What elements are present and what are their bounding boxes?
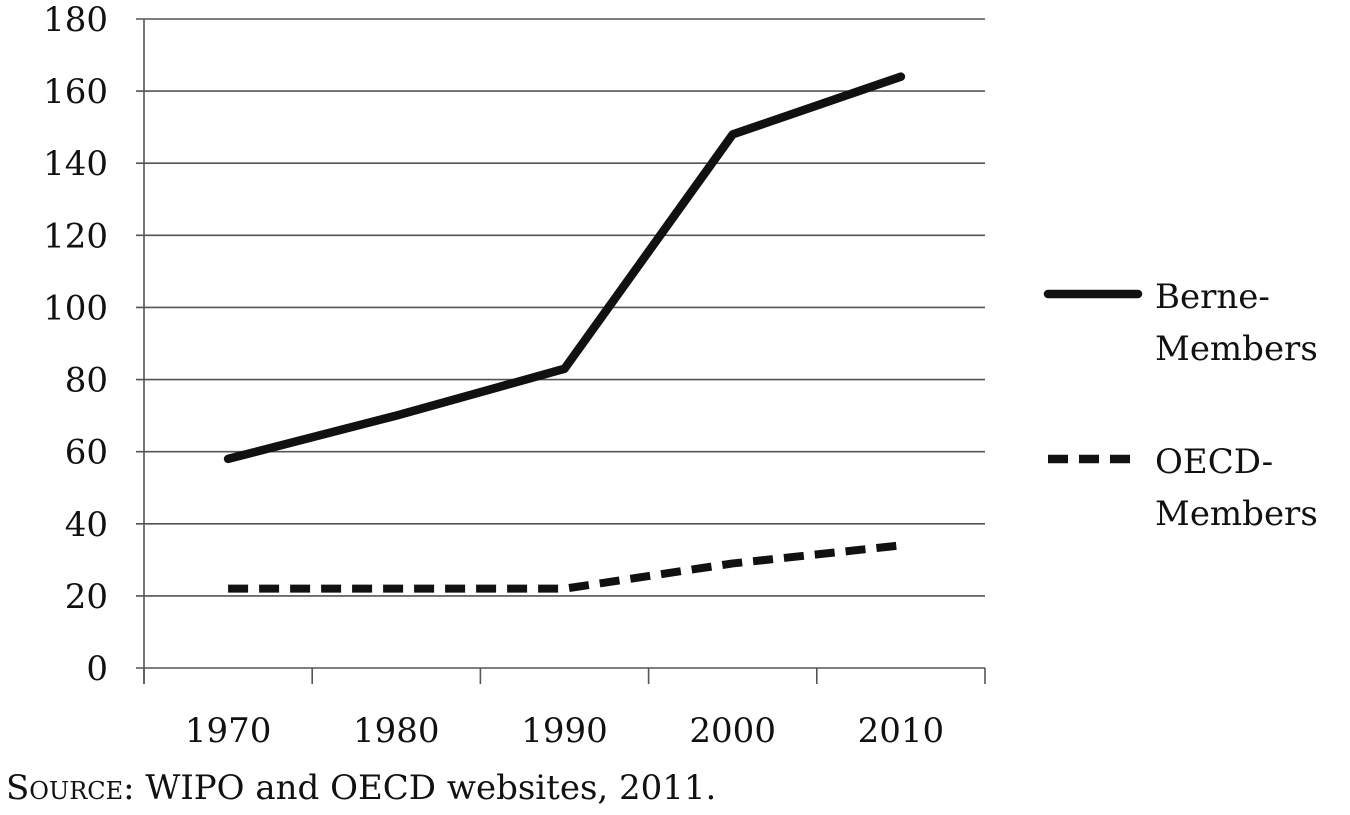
- y-tick-label: 100: [43, 288, 108, 328]
- series-line-oecd-members: [228, 541, 902, 593]
- data-point: [225, 456, 231, 462]
- series-lines: [223, 72, 906, 593]
- series-line-berne-members: [223, 72, 906, 464]
- source-note: Source: WIPO and OECD websites, 2011.: [6, 768, 716, 808]
- source-text: : WIPO and OECD websites, 2011.: [123, 768, 717, 808]
- legend-label: Berne-: [1155, 277, 1270, 317]
- y-tick-label: 20: [65, 577, 108, 617]
- data-point: [730, 560, 736, 566]
- axes: 0 20 40 60 80 100 120 140 160 180 1970 1980 1990 2000…: [43, 0, 986, 751]
- x-tick-label-1990: 1990: [521, 711, 608, 751]
- y-tick-label: 0: [86, 649, 108, 689]
- y-tick-label: 160: [43, 72, 108, 112]
- y-tick-label: 140: [43, 144, 108, 184]
- data-point: [225, 586, 231, 592]
- data-point: [562, 586, 568, 592]
- data-point: [562, 366, 568, 372]
- gridlines: [136, 18, 985, 669]
- legend: Berne- Members OECD- Members: [1043, 277, 1318, 534]
- y-tick-label: 180: [43, 0, 108, 40]
- x-tick-label-2010: 2010: [858, 711, 945, 751]
- legend-label: Members: [1155, 329, 1318, 369]
- y-tick-label: 120: [43, 216, 108, 256]
- y-tick-label: 40: [65, 505, 108, 545]
- legend-label: OECD-: [1155, 442, 1273, 482]
- source-prefix: Source: [6, 768, 124, 808]
- legend-label: Members: [1155, 494, 1318, 534]
- x-tick-label-1970: 1970: [185, 711, 272, 751]
- data-point: [730, 131, 736, 137]
- x-tick-label-1980: 1980: [353, 711, 440, 751]
- data-point: [393, 586, 399, 592]
- y-tick-label: 80: [65, 361, 108, 401]
- data-point: [393, 413, 399, 419]
- data-point: [898, 542, 904, 548]
- x-tick-label-2000: 2000: [689, 711, 776, 751]
- data-point: [898, 74, 904, 80]
- y-tick-label: 60: [65, 433, 108, 473]
